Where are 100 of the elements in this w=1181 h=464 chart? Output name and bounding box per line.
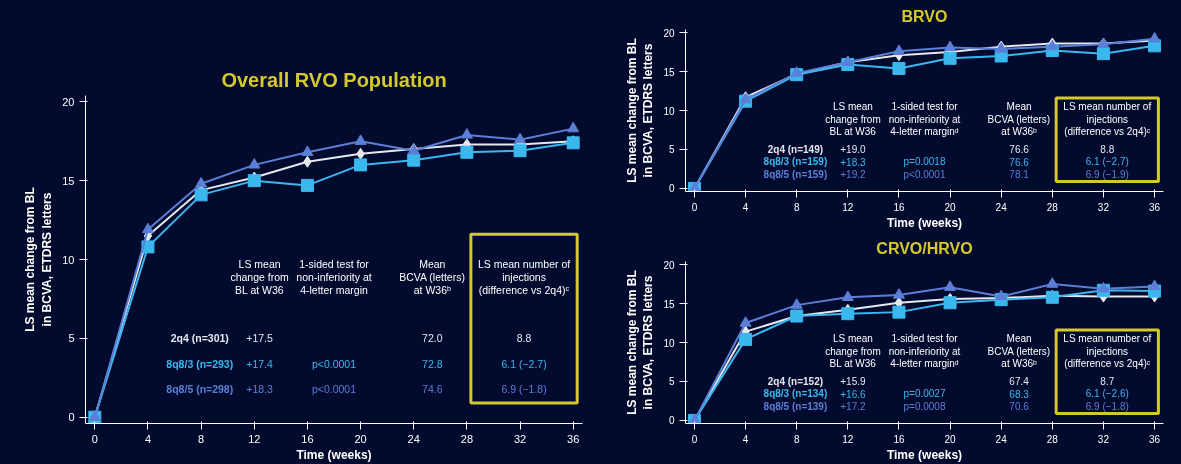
annotation: p=0.0018	[903, 156, 946, 168]
y-tick-label: 10	[663, 105, 675, 117]
x-axis-title: Time (weeks)	[886, 215, 963, 230]
annotation: +17.2	[840, 401, 867, 413]
annotation: Mean BCVA (letters) at W36ᵇ	[399, 257, 465, 297]
x-tick-label: 0	[91, 432, 98, 445]
annotation: +18.3	[246, 382, 274, 395]
y-tick-label: 0	[68, 411, 75, 424]
annotation: +16.6	[840, 388, 867, 400]
annotation: 1-sided test for non-inferiority at 4-letter marginᵈ	[888, 333, 961, 369]
annotation: p=0.0027	[903, 388, 946, 400]
text: 8q8/5 (n=139)	[763, 400, 828, 412]
x-tick-label: 8	[198, 432, 205, 445]
text: 2q4 (n=152)	[767, 375, 824, 387]
annotation: 68.3	[1009, 388, 1030, 400]
y-tick-label: 0	[668, 183, 675, 195]
annotation: p<0.0001	[311, 382, 357, 395]
x-tick-label: 0	[691, 201, 698, 213]
text: 8q8/3 (n=293)	[166, 357, 234, 370]
text: 2q4 (n=149)	[767, 143, 824, 155]
x-tick-label: 24	[995, 201, 1008, 213]
y-tick-label: 20	[663, 259, 675, 271]
annotation: Mean BCVA (letters) at W36ᵇ	[987, 101, 1051, 137]
text: 8q8/5 (n=159)	[763, 168, 828, 180]
y-axis-title: LS mean change from BL in BCVA, ETDRS letters	[23, 187, 55, 332]
x-tick-label: 32	[1097, 201, 1110, 213]
x-tick-label: 28	[1046, 201, 1059, 213]
x-tick-label: 8	[793, 433, 800, 445]
annotation: 6.9 (−1.8)	[1085, 400, 1129, 412]
annotation: 6.1 (−2.7)	[501, 357, 547, 370]
chart-title: BRVO	[901, 7, 948, 25]
text: 8q8/5 (n=298)	[166, 382, 234, 395]
annotation: LS mean change from BL at W36	[825, 101, 881, 137]
y-axis-title: LS mean change from BL in BCVA, ETDRS letters	[624, 38, 656, 183]
y-tick-label: 0	[668, 415, 675, 427]
x-tick-label: 28	[460, 432, 474, 445]
annotation: +19.0	[840, 144, 867, 156]
annotation: 8.7	[1100, 376, 1115, 388]
x-tick-label: 36	[1148, 201, 1161, 213]
annotation: 74.6	[422, 382, 443, 395]
x-tick-label: 4	[742, 433, 749, 445]
annotation: +15.9	[840, 376, 867, 388]
x-tick-label: 32	[1097, 433, 1110, 445]
annotation: 6.9 (−1.8)	[501, 382, 547, 395]
y-axis-title: LS mean change from BL in BCVA, ETDRS letters	[624, 270, 656, 415]
x-tick-label: 36	[1148, 433, 1161, 445]
x-tick-label: 12	[842, 433, 854, 445]
annotation: LS mean change from BL at W36	[825, 333, 881, 369]
annotation: 72.8	[422, 357, 443, 370]
y-tick-label: 10	[62, 253, 75, 266]
x-tick-label: 16	[301, 432, 314, 445]
y-tick-label: 5	[68, 332, 75, 345]
y-tick-label: 15	[663, 66, 675, 78]
x-tick-label: 16	[893, 201, 905, 213]
chart-title: CRVO/HRVO	[876, 239, 973, 257]
y-tick-label: 10	[663, 337, 675, 349]
x-tick-label: 12	[248, 432, 261, 445]
x-tick-label: 4	[742, 201, 749, 213]
text: 8q8/3 (n=134)	[763, 388, 828, 400]
annotation: Mean BCVA (letters) at W36ᵇ	[987, 333, 1051, 369]
text: 8q8/3 (n=159)	[763, 156, 828, 168]
annotation: 76.6	[1009, 144, 1030, 156]
annotation: 67.4	[1009, 376, 1030, 388]
x-tick-label: 24	[407, 432, 420, 445]
annotation: p<0.0001	[311, 357, 357, 370]
annotation: 1-sided test for non-inferiority at 4-letter margin	[296, 257, 372, 297]
text: 2q4 (n=301)	[170, 332, 229, 345]
annotation: +17.4	[246, 357, 274, 370]
annotation: +17.5	[246, 332, 274, 345]
x-axis-title: Time (weeks)	[886, 447, 963, 462]
y-tick-label: 20	[663, 27, 675, 39]
x-tick-label: 24	[995, 433, 1008, 445]
x-tick-label: 0	[691, 433, 698, 445]
y-tick-label: 15	[62, 174, 75, 187]
annotation: 70.6	[1009, 401, 1030, 413]
annotation: 8.8	[516, 332, 532, 345]
annotation: 6.1 (−2.6)	[1085, 388, 1129, 400]
x-tick-label: 8	[793, 201, 800, 213]
annotation: 72.0	[422, 332, 443, 345]
annotation: 76.6	[1009, 156, 1030, 168]
x-tick-label: 20	[944, 433, 957, 445]
annotation: +18.3	[840, 156, 867, 168]
x-tick-label: 36	[567, 432, 580, 445]
x-tick-label: 20	[944, 201, 957, 213]
annotation: 6.1 (−2.7)	[1085, 156, 1129, 168]
annotation: p=0.0008	[903, 400, 946, 412]
x-tick-label: 28	[1046, 433, 1059, 445]
annotation: p<0.0001	[903, 168, 946, 180]
annotation: 8.8	[1100, 144, 1115, 156]
annotation: LS mean change from BL at W36	[230, 257, 290, 297]
y-tick-label: 5	[668, 376, 675, 388]
x-tick-label: 4	[144, 432, 152, 445]
x-tick-label: 12	[842, 201, 854, 213]
y-tick-label: 5	[668, 144, 675, 156]
annotation: LS mean number of injections (difference vs 2q4)ᶜ	[477, 257, 571, 297]
x-tick-label: 16	[893, 433, 905, 445]
annotation: 6.9 (−1.9)	[1085, 168, 1129, 180]
y-tick-label: 15	[663, 298, 675, 310]
annotation: LS mean number of injections (difference vs 2q4)ᶜ	[1063, 101, 1152, 137]
x-tick-label: 32	[513, 432, 527, 445]
